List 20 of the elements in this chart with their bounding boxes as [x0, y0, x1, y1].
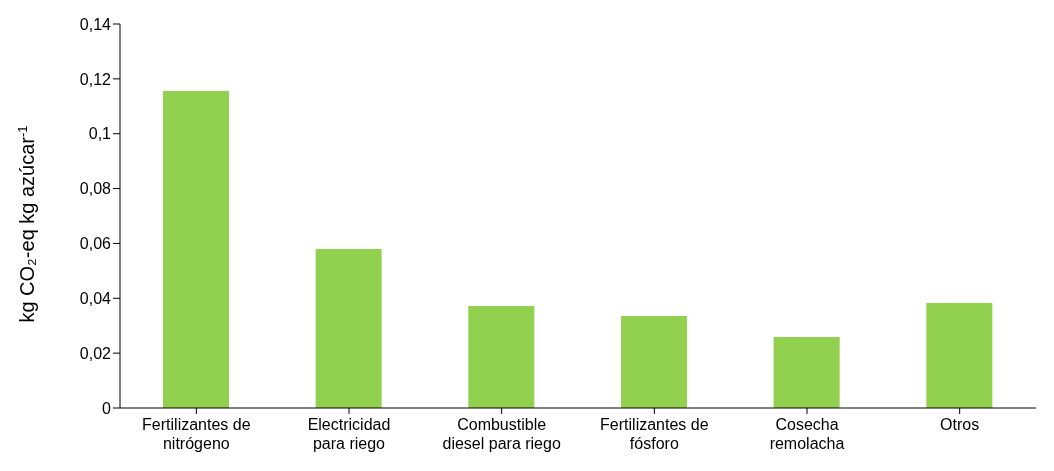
x-tick-label: Cosecha remolacha	[769, 416, 845, 452]
x-tick-label: Otros	[940, 416, 980, 433]
bar	[621, 316, 687, 408]
bar	[468, 305, 535, 408]
y-tick-label: 0,08	[79, 180, 112, 198]
y-tick-label: 0,04	[79, 289, 112, 307]
y-tick-label: 0,1	[88, 125, 112, 143]
y-tick-label: 0,14	[79, 15, 112, 33]
bar	[163, 90, 229, 408]
y-tick-label: 0,06	[79, 235, 112, 253]
bar	[773, 336, 840, 408]
bar	[926, 302, 993, 408]
bar	[315, 248, 382, 408]
y-tick-label: 0	[102, 399, 112, 417]
x-tick-label: Combustible diesel para riego	[442, 416, 561, 452]
y-tick-label: 0,02	[79, 344, 112, 362]
x-tick-label: Electricidad para riego	[307, 416, 391, 452]
x-tick-label: Fertilizantes de nitrógeno	[142, 416, 251, 452]
x-tick-label: Fertilizantes de fósforo	[600, 416, 709, 452]
y-tick-label: 0,12	[79, 70, 112, 88]
